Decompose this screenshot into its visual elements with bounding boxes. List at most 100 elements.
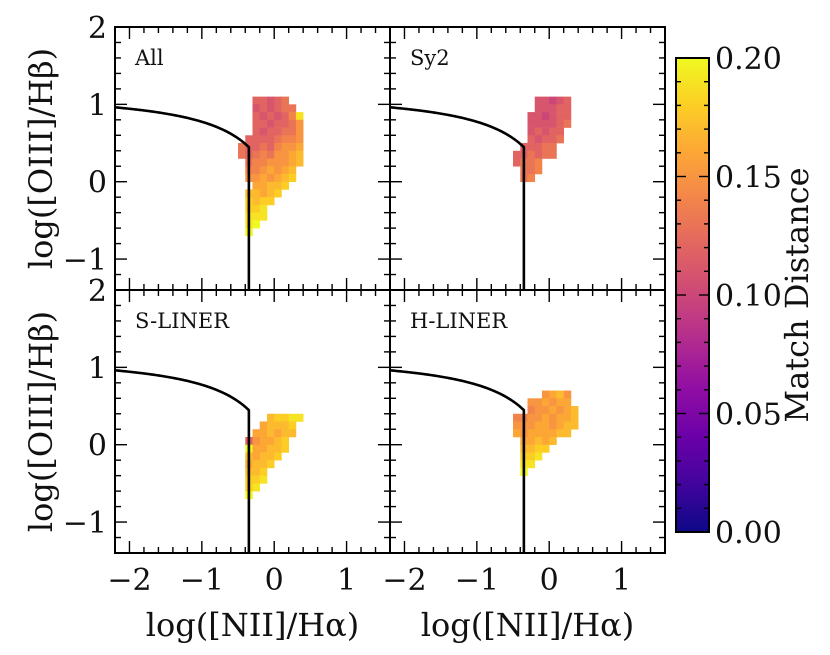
heatmap-cell: [266, 189, 275, 198]
heatmap-cell: [252, 166, 261, 175]
heatmap-cell: [288, 104, 297, 113]
heatmap-cell: [259, 127, 268, 136]
heatmap-cell: [570, 413, 579, 422]
heatmap-cell: [541, 444, 550, 453]
panel-label: Sy2: [410, 46, 450, 70]
heatmap-cell: [549, 390, 557, 399]
y-tick-label: −1: [63, 506, 107, 541]
heatmap-cell: [527, 119, 536, 128]
heatmap-cell: [541, 135, 550, 144]
heatmap-cells: [245, 413, 304, 500]
heatmap-cell: [556, 104, 564, 113]
colorbar: 0.00 0.05 0.10 0.15 0.20 Match Distance: [675, 42, 816, 551]
heatmap-cell: [259, 119, 268, 128]
heatmap-cell: [541, 150, 550, 159]
heatmap-cell: [274, 143, 282, 152]
panel-all: All −1 0 1 2 log([OIII]/Hβ): [22, 11, 391, 291]
heatmap-cell: [266, 127, 275, 136]
heatmap-cell: [527, 173, 536, 183]
heatmap-cell: [534, 436, 543, 446]
heatmap-cell: [252, 189, 261, 198]
heatmap-cell: [252, 150, 261, 159]
heatmap-cell: [549, 135, 557, 144]
heatmap-cell: [513, 429, 521, 438]
heatmap-cell: [281, 429, 289, 438]
colorbar-tick-label: 0.15: [715, 161, 782, 196]
heatmap-cell: [259, 112, 268, 121]
heatmap-cell: [295, 127, 304, 136]
x-axis-title: log([NII]/Hα): [421, 606, 635, 644]
heatmap-cell: [252, 444, 261, 453]
x-tick-label: −1: [455, 563, 499, 598]
heatmap-cell: [534, 119, 543, 128]
heatmap-cell: [259, 189, 268, 198]
heatmap-cell: [288, 421, 297, 430]
y-tick-label: 2: [88, 274, 107, 309]
heatmap-cell: [281, 166, 289, 175]
heatmap-cell: [266, 112, 275, 121]
heatmap-cell: [527, 135, 536, 144]
y-tick-label: 0: [88, 166, 107, 201]
heatmap-cell: [527, 143, 536, 152]
heatmap-cell: [281, 436, 289, 446]
heatmap-cell: [527, 398, 536, 407]
heatmap-cell: [274, 158, 282, 167]
heatmap-cell: [259, 467, 268, 476]
heatmap-cell: [295, 413, 304, 422]
heatmap-cell: [252, 483, 261, 492]
heatmap-cell: [534, 429, 543, 438]
heatmap-cell: [274, 444, 282, 453]
heatmap-cell: [295, 150, 304, 159]
heatmap-cell: [259, 173, 268, 183]
heatmap-cell: [513, 413, 521, 422]
heatmap-cell: [288, 429, 297, 438]
heatmap-cell: [534, 406, 543, 415]
heatmap-cell: [245, 135, 253, 144]
heatmap-cell: [527, 460, 536, 469]
heatmap-cell: [274, 173, 282, 183]
heatmap-cell: [513, 158, 521, 167]
heatmap-cell: [266, 421, 275, 430]
heatmap-cell: [266, 429, 275, 438]
heatmap-cell: [281, 104, 289, 113]
heatmap-cell: [549, 436, 557, 446]
heatmap-cell: [281, 173, 289, 183]
heatmap-cell: [527, 150, 536, 159]
x-axis-title: log([NII]/Hα): [146, 606, 360, 644]
heatmap-cell: [281, 181, 289, 190]
demarcation-curve: [115, 106, 251, 290]
heatmap-cell: [266, 104, 275, 113]
heatmap-cell: [252, 173, 261, 183]
heatmap-cell: [274, 421, 282, 430]
heatmap-cell: [274, 150, 282, 159]
x-tick-label: 1: [337, 563, 356, 598]
heatmap-cell: [266, 96, 275, 105]
heatmap-cell: [274, 436, 282, 446]
heatmap-cell: [570, 421, 579, 430]
y-tick-label: 0: [88, 429, 107, 464]
panel-label: S-LINER: [135, 309, 230, 333]
heatmap-cell: [281, 112, 289, 121]
heatmap-cell: [252, 460, 261, 469]
y-tick-label: 2: [88, 11, 107, 46]
heatmap-cell: [563, 104, 572, 113]
heatmap-cell: [238, 143, 246, 152]
heatmap-cell: [274, 135, 282, 144]
heatmap-cell: [259, 460, 268, 469]
heatmap-cell: [288, 119, 297, 128]
heatmap-cell: [252, 181, 261, 190]
heatmap-cell: [527, 444, 536, 453]
heatmap-cell: [281, 421, 289, 430]
heatmap-cell: [238, 150, 246, 159]
panel-sy2: Sy2: [389, 26, 666, 291]
heatmap-cell: [274, 189, 282, 198]
heatmap-cell: [259, 421, 268, 430]
heatmap-cell: [513, 421, 521, 430]
heatmap-cell: [252, 96, 261, 105]
heatmap-cell: [549, 104, 557, 113]
heatmap-cell: [556, 127, 564, 136]
colorbar-title: Match Distance: [778, 167, 816, 422]
heatmap-cell: [556, 96, 564, 105]
heatmap-cell: [527, 406, 536, 415]
